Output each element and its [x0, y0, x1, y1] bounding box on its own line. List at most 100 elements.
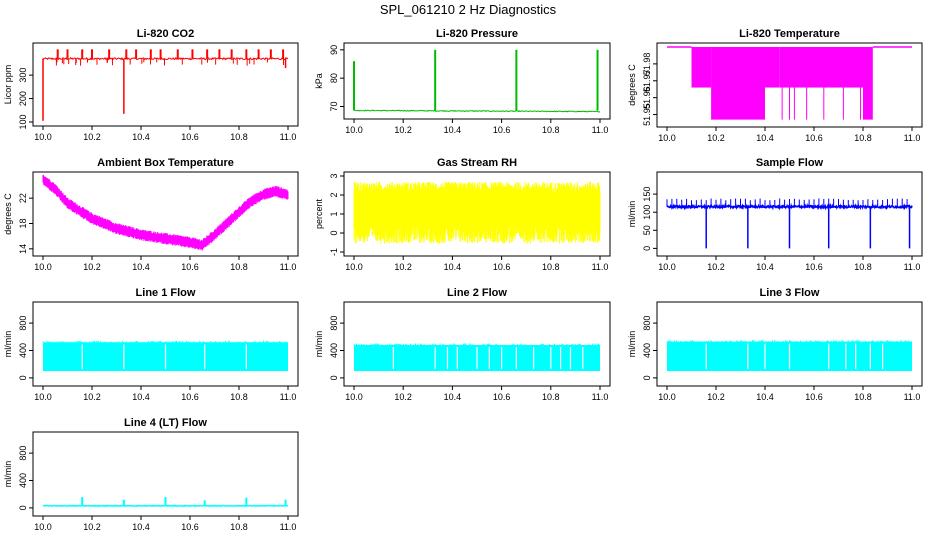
x-tick-label: 10.2 [83, 392, 101, 402]
y-tick-label: 0 [329, 230, 339, 235]
plot-frame [343, 42, 611, 120]
x-tick-label: 10.8 [854, 392, 872, 402]
y-tick-label: 400 [18, 343, 28, 358]
x-tick-label: 10.2 [394, 262, 412, 272]
x-tick-label: 10.6 [181, 392, 199, 402]
y-tick-label: 22 [18, 193, 28, 203]
panel-title: Sample Flow [756, 157, 824, 169]
series-gap [779, 88, 863, 124]
chart-panel: Li-820 Pressure 10.0 10.2 10.4 10.6 10.8 11.0 7… [314, 28, 611, 135]
x-tick-label: 11.0 [904, 392, 921, 402]
y-axis-label: ml/min [627, 331, 637, 358]
y-tick-label: 400 [18, 473, 28, 488]
y-tick-label: 100 [642, 205, 652, 220]
panel-title: Gas Stream RH [437, 157, 517, 169]
data-layer [42, 340, 289, 372]
panel-title: Li-820 Temperature [739, 28, 840, 40]
x-tick-label: 10.4 [756, 392, 774, 402]
y-tick-label: 51.95 [642, 103, 652, 126]
panel-title: Line 4 (LT) Flow [124, 417, 207, 429]
y-tick-label: 0 [642, 375, 652, 380]
y-tick-label: 0 [18, 505, 28, 510]
y-axis-label: Licor ppm [3, 65, 13, 105]
x-tick-label: 10.6 [493, 262, 511, 272]
y-tick-label: 51.97 [642, 70, 652, 93]
y-tick-label: 0 [18, 375, 28, 380]
x-tick-label: 10.4 [756, 262, 774, 272]
x-tick-label: 10.4 [444, 125, 462, 135]
y-axis-label: degrees C [627, 64, 637, 106]
x-tick-label: 10.2 [394, 125, 412, 135]
chart-panel: Gas Stream RH 10.0 10.2 10.4 10.6 10.8 11.0 -1 0… [314, 157, 611, 272]
series-band [863, 47, 873, 120]
x-tick-label: 10.8 [230, 262, 248, 272]
x-tick-label: 11.0 [904, 133, 921, 143]
y-tick-label: 90 [329, 45, 339, 55]
x-tick-label: 10.2 [83, 132, 101, 142]
x-tick-label: 11.0 [280, 132, 297, 142]
chart-panel: Line 2 Flow 10.0 10.2 10.4 10.6 10.8 11.0 0 400 8… [314, 287, 611, 402]
y-tick-label: 51.96 [642, 86, 652, 109]
x-tick-label: 10.8 [230, 392, 248, 402]
series-line [353, 109, 601, 113]
y-tick-label: 1 [329, 211, 339, 216]
chart-panel: Li-820 Temperature 10.0 10.2 10.4 10.6 10.8 11… [627, 28, 923, 143]
x-tick-label: 10.8 [230, 522, 248, 532]
x-tick-label: 10.8 [230, 132, 248, 142]
chart-panel: Li-820 CO2 10.0 10.2 10.4 10.6 10.8 11.0 100 200… [3, 28, 299, 142]
x-tick-label: 10.0 [658, 392, 676, 402]
x-tick-label: 11.0 [592, 392, 609, 402]
panel-title: Line 1 Flow [136, 287, 196, 299]
x-tick-label: 10.2 [394, 392, 412, 402]
x-tick-label: 10.6 [181, 132, 199, 142]
x-tick-label: 10.6 [493, 392, 511, 402]
y-tick-label: 100 [18, 114, 28, 129]
x-tick-label: 10.8 [542, 262, 560, 272]
x-tick-label: 10.2 [83, 522, 101, 532]
series-band [765, 47, 780, 88]
x-tick-label: 10.4 [756, 133, 774, 143]
data-layer [667, 46, 912, 124]
x-tick-label: 10.0 [658, 133, 676, 143]
x-tick-label: 11.0 [904, 262, 921, 272]
series-band [691, 47, 712, 88]
x-tick-label: 10.6 [181, 522, 199, 532]
chart-panel: Line 4 (LT) Flow 10.0 10.2 10.4 10.6 10.8 11.0… [3, 417, 299, 532]
x-tick-label: 10.2 [707, 262, 725, 272]
x-tick-label: 10.6 [805, 392, 823, 402]
data-layer [353, 343, 601, 372]
x-tick-label: 11.0 [280, 262, 297, 272]
y-axis-label: ml/min [314, 331, 324, 358]
x-tick-label: 10.4 [132, 262, 150, 272]
y-tick-label: 800 [329, 316, 339, 331]
data-layer [666, 339, 913, 372]
chart-panel: Sample Flow 10.0 10.2 10.4 10.6 10.8 11.0 0 50 10… [627, 157, 923, 272]
y-tick-label: 400 [329, 343, 339, 358]
x-tick-label: 10.6 [181, 262, 199, 272]
series-band [711, 47, 765, 120]
x-tick-label: 10.2 [707, 392, 725, 402]
y-tick-label: 70 [329, 101, 339, 111]
x-tick-label: 10.0 [345, 262, 363, 272]
panel-title: Line 3 Flow [760, 287, 820, 299]
panel-title: Line 2 Flow [447, 287, 507, 299]
x-tick-label: 11.0 [592, 262, 609, 272]
y-tick-label: 300 [18, 68, 28, 83]
x-tick-label: 10.6 [805, 262, 823, 272]
x-tick-label: 11.0 [280, 392, 297, 402]
series-band [779, 47, 863, 88]
x-tick-label: 10.8 [542, 392, 560, 402]
x-tick-label: 10.0 [658, 262, 676, 272]
x-tick-label: 11.0 [280, 522, 297, 532]
x-tick-label: 10.0 [34, 262, 52, 272]
y-axis-label: degrees C [3, 193, 13, 235]
x-tick-label: 10.6 [805, 133, 823, 143]
x-tick-label: 10.2 [83, 262, 101, 272]
y-tick-label: 200 [18, 91, 28, 106]
y-tick-label: 800 [642, 316, 652, 331]
y-tick-label: -1 [329, 248, 339, 256]
y-tick-label: 800 [18, 316, 28, 331]
x-tick-label: 10.4 [132, 132, 150, 142]
x-tick-label: 10.0 [345, 392, 363, 402]
plot-frame [343, 301, 611, 387]
